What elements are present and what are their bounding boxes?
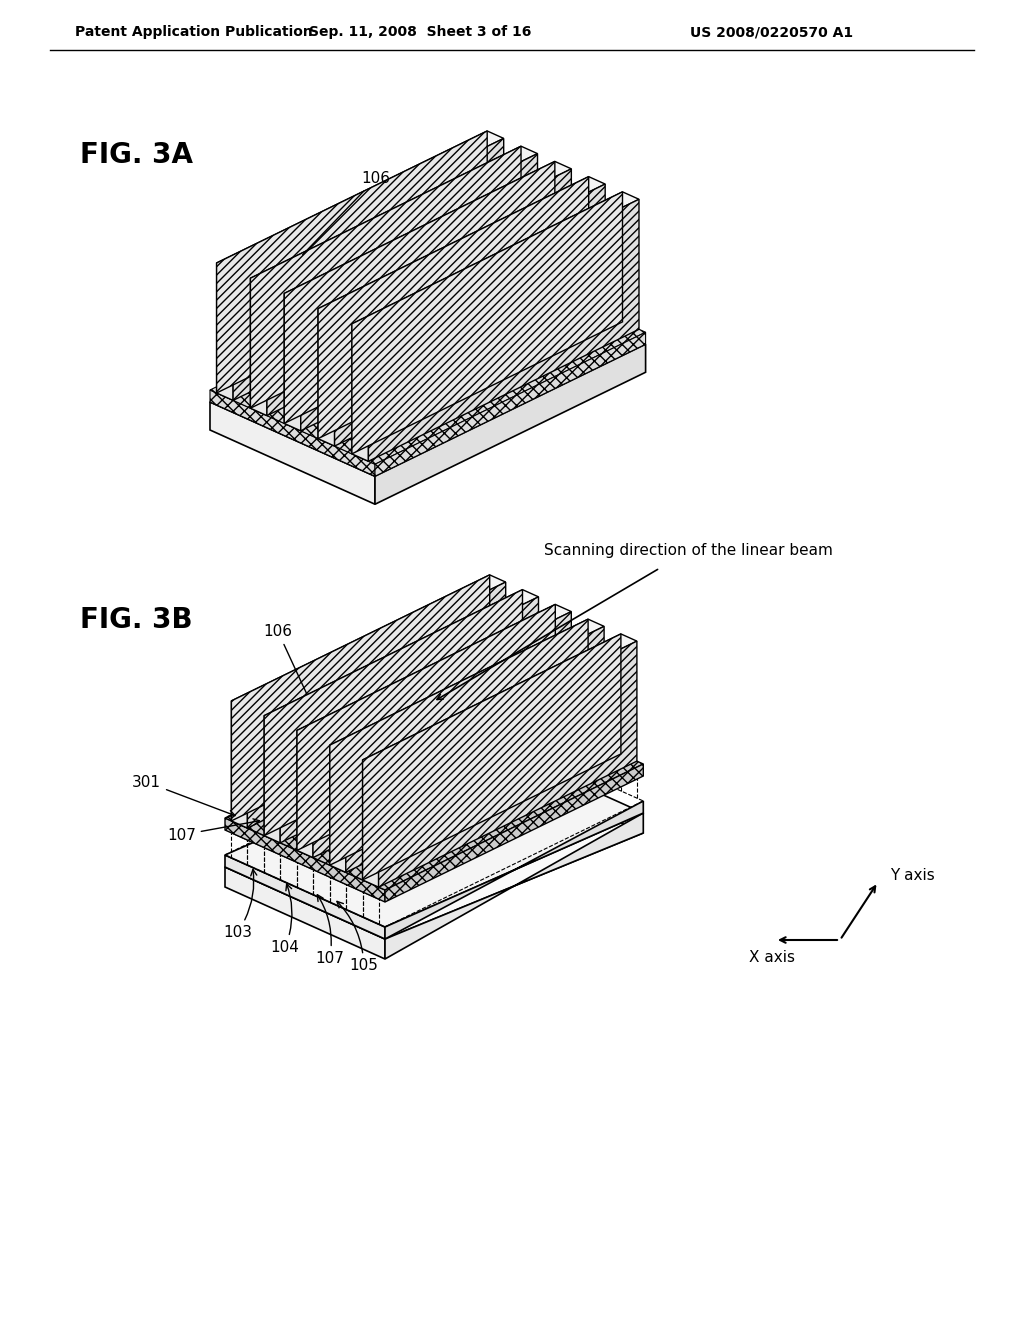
- Polygon shape: [297, 737, 571, 870]
- Polygon shape: [225, 762, 643, 939]
- Polygon shape: [362, 766, 637, 899]
- Polygon shape: [251, 147, 538, 285]
- Text: X axis: X axis: [749, 950, 795, 965]
- Polygon shape: [285, 293, 301, 430]
- Polygon shape: [375, 333, 645, 477]
- Polygon shape: [264, 590, 522, 836]
- Polygon shape: [301, 169, 571, 430]
- Polygon shape: [379, 642, 637, 887]
- Polygon shape: [385, 801, 643, 939]
- Polygon shape: [281, 729, 555, 862]
- Polygon shape: [210, 389, 375, 477]
- Polygon shape: [225, 867, 385, 960]
- Polygon shape: [318, 177, 589, 438]
- Polygon shape: [369, 199, 639, 461]
- Polygon shape: [225, 855, 385, 939]
- Polygon shape: [335, 183, 605, 446]
- Polygon shape: [352, 191, 623, 454]
- Text: FIG. 3B: FIG. 3B: [80, 606, 193, 634]
- Polygon shape: [346, 759, 621, 892]
- Polygon shape: [313, 611, 571, 858]
- Polygon shape: [251, 279, 267, 416]
- Polygon shape: [346, 627, 604, 873]
- Text: Scanning direction of the linear beam: Scanning direction of the linear beam: [544, 543, 833, 557]
- Text: Y axis: Y axis: [890, 867, 935, 883]
- Polygon shape: [217, 131, 487, 393]
- Text: 107: 107: [167, 818, 259, 842]
- Polygon shape: [281, 597, 539, 843]
- Polygon shape: [385, 764, 643, 902]
- Polygon shape: [362, 760, 379, 887]
- Text: 106: 106: [303, 172, 390, 255]
- Polygon shape: [362, 634, 637, 767]
- Polygon shape: [264, 590, 539, 723]
- Polygon shape: [297, 730, 313, 858]
- Polygon shape: [225, 692, 643, 890]
- Polygon shape: [233, 139, 504, 400]
- Polygon shape: [264, 722, 539, 855]
- Polygon shape: [210, 257, 645, 465]
- Polygon shape: [352, 191, 639, 331]
- Polygon shape: [385, 813, 643, 960]
- Polygon shape: [362, 634, 621, 880]
- Polygon shape: [352, 323, 369, 461]
- Text: Patent Application Publication: Patent Application Publication: [75, 25, 312, 40]
- Text: 107: 107: [315, 895, 344, 966]
- Polygon shape: [318, 309, 335, 446]
- Text: 103: 103: [223, 870, 257, 940]
- Polygon shape: [225, 818, 385, 902]
- Text: Sep. 11, 2008  Sheet 3 of 16: Sep. 11, 2008 Sheet 3 of 16: [309, 25, 531, 40]
- Polygon shape: [231, 701, 248, 828]
- Polygon shape: [251, 147, 521, 408]
- Polygon shape: [231, 576, 506, 708]
- Polygon shape: [217, 263, 233, 400]
- Polygon shape: [330, 751, 604, 884]
- Text: 301: 301: [132, 775, 236, 816]
- Polygon shape: [217, 131, 504, 271]
- Polygon shape: [231, 708, 506, 840]
- Text: 105: 105: [337, 902, 378, 973]
- Polygon shape: [330, 746, 346, 873]
- Polygon shape: [318, 177, 605, 315]
- Polygon shape: [330, 619, 604, 752]
- Text: 104: 104: [270, 884, 300, 954]
- Polygon shape: [313, 743, 588, 878]
- Polygon shape: [225, 741, 643, 927]
- Polygon shape: [231, 576, 489, 821]
- Polygon shape: [375, 345, 645, 504]
- Polygon shape: [210, 271, 645, 477]
- Polygon shape: [285, 161, 555, 424]
- Polygon shape: [297, 605, 571, 738]
- Polygon shape: [210, 403, 375, 504]
- Text: US 2008/0220570 A1: US 2008/0220570 A1: [690, 25, 853, 40]
- Polygon shape: [248, 582, 506, 828]
- Text: FIG. 3A: FIG. 3A: [80, 141, 193, 169]
- Polygon shape: [285, 161, 571, 301]
- Polygon shape: [248, 714, 522, 847]
- Polygon shape: [264, 715, 281, 843]
- Polygon shape: [330, 619, 588, 865]
- Polygon shape: [267, 153, 538, 416]
- Text: 106: 106: [263, 624, 307, 694]
- Polygon shape: [297, 605, 555, 850]
